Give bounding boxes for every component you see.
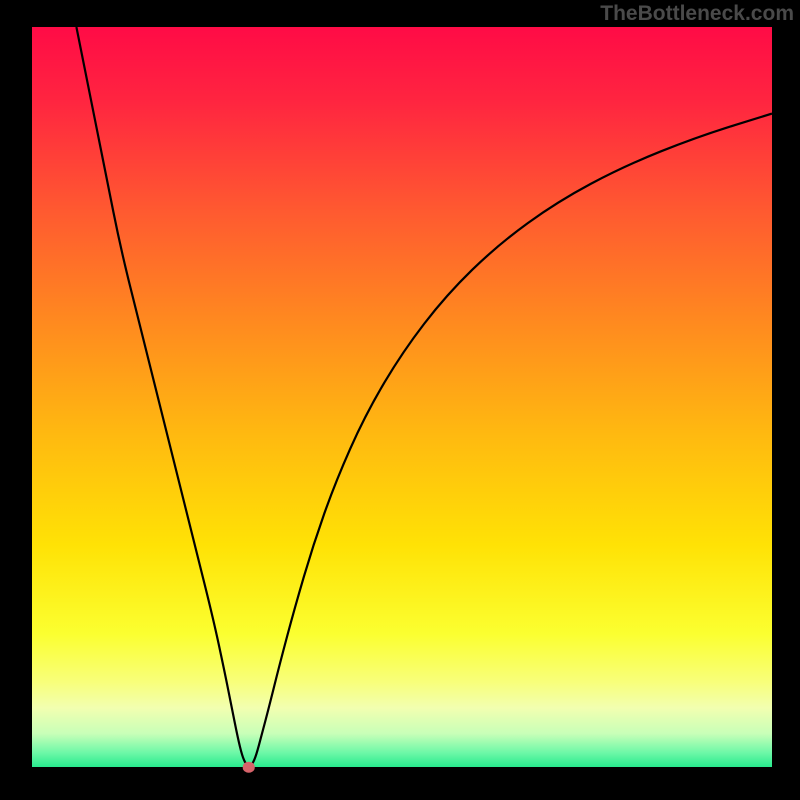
plot-area [32, 27, 772, 767]
bottleneck-curve [32, 27, 772, 767]
watermark-text: TheBottleneck.com [600, 2, 794, 26]
chart-container: TheBottleneck.com [0, 0, 800, 800]
minimum-marker [243, 762, 256, 773]
